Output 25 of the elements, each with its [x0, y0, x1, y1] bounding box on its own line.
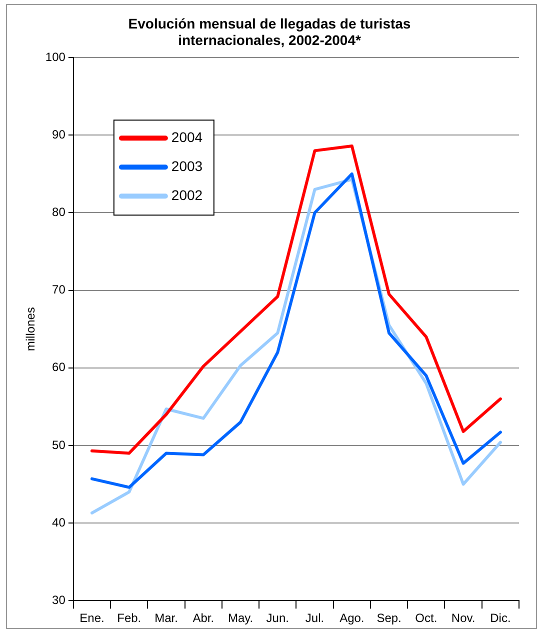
x-tick-label: Jul.	[305, 611, 324, 626]
x-tick-label: Abr.	[192, 611, 214, 626]
y-tick-label: 60	[52, 360, 66, 374]
legend-label: 2002	[171, 186, 203, 203]
y-tick-label: 100	[45, 50, 66, 64]
legend-label: 2004	[171, 128, 203, 145]
y-tick-label: 40	[52, 515, 66, 530]
y-axis-title: millones	[24, 307, 38, 352]
x-tick-label: May.	[228, 611, 254, 626]
y-tick-label: 30	[52, 592, 66, 607]
x-tick-label: Dic.	[490, 611, 511, 626]
y-tick-label: 70	[52, 282, 66, 297]
y-tick-label: 80	[52, 205, 66, 220]
x-tick-label: Jun.	[266, 611, 289, 626]
legend-label: 2003	[171, 158, 203, 174]
x-tick-label: Mar.	[154, 611, 178, 626]
y-tick-label: 50	[52, 438, 66, 452]
x-tick-label: Feb.	[117, 611, 142, 626]
x-tick-label: Oct.	[415, 611, 438, 626]
y-tick-label: 90	[52, 127, 66, 142]
x-tick-label: Sep.	[376, 611, 402, 626]
x-tick-label: Ago.	[340, 611, 364, 626]
x-tick-label: Nov.	[451, 611, 476, 626]
chart-title: Evolución mensual de llegadas de turistas internacionales, 2002-2004*	[128, 15, 411, 48]
x-tick-label: Ene.	[80, 611, 104, 626]
